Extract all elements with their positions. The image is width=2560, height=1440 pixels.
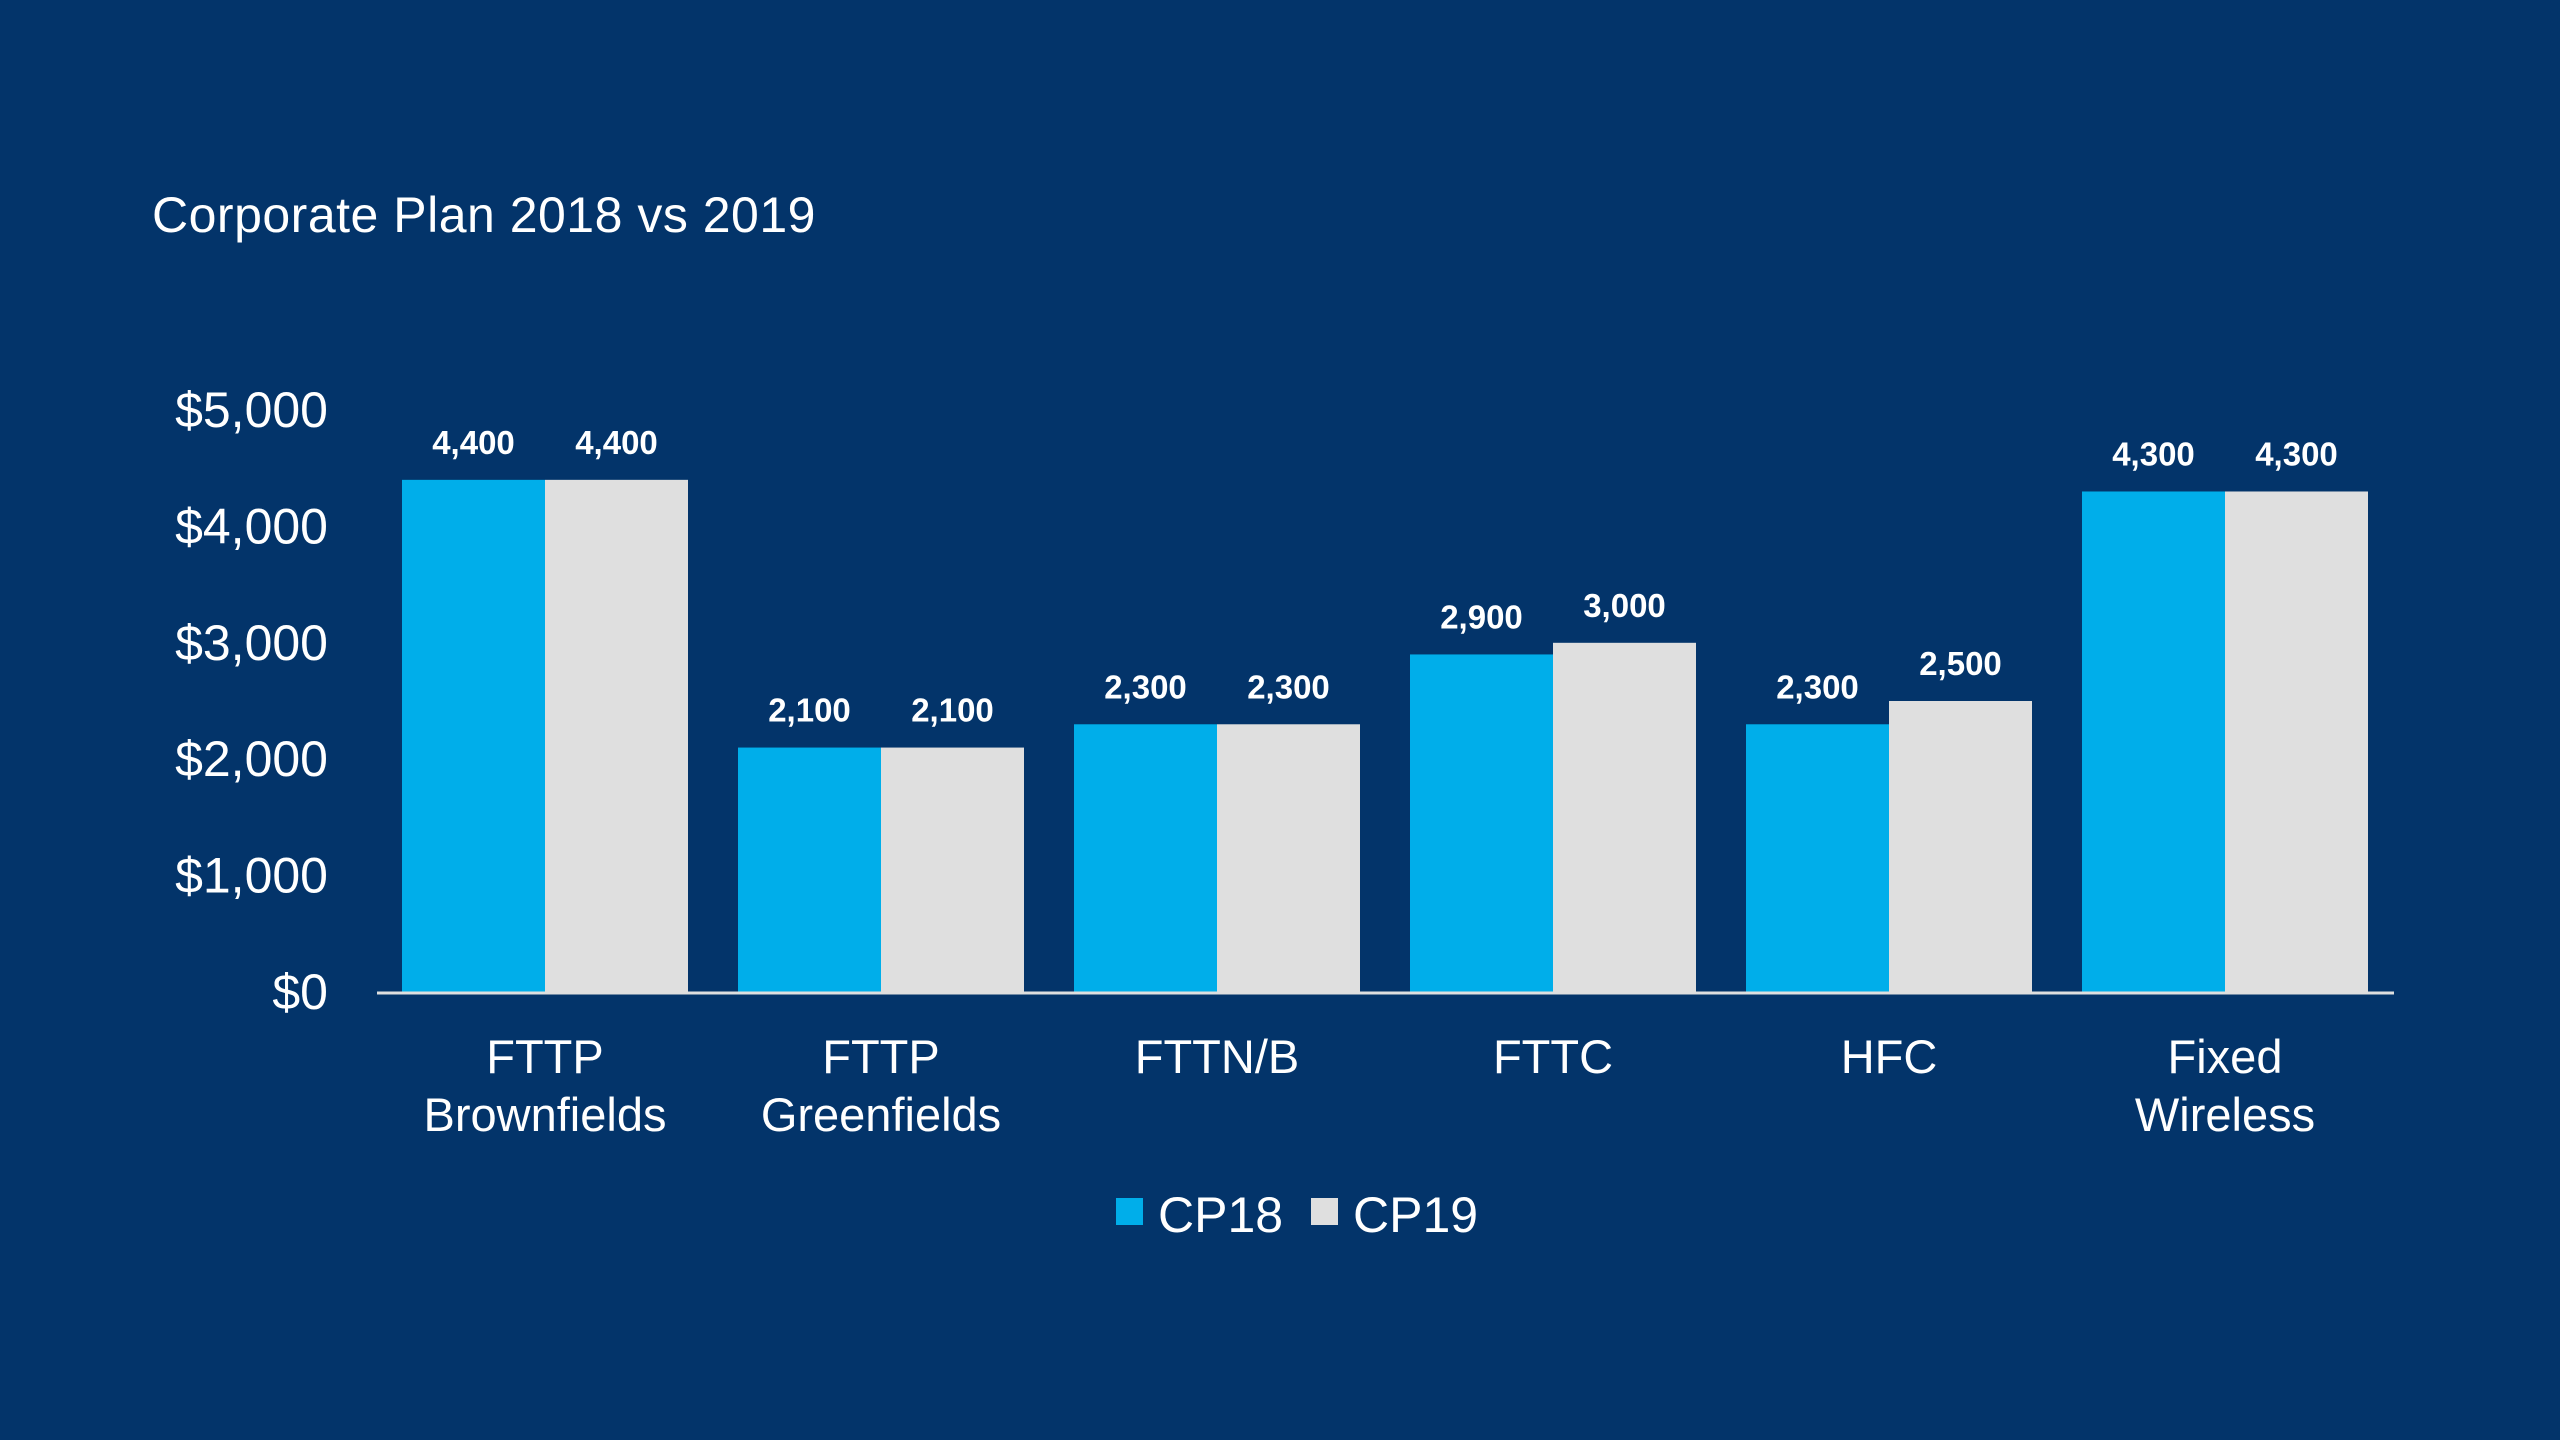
legend: CP18 CP19 bbox=[1116, 1187, 1478, 1243]
bar-cp19-0 bbox=[545, 479, 688, 993]
bar-cp19-1 bbox=[881, 747, 1024, 992]
bar-cp18-2 bbox=[1074, 724, 1217, 992]
x-category-label: FTTN/B bbox=[1135, 1030, 1299, 1083]
bar-cp18-0 bbox=[402, 479, 545, 993]
x-category-label: FTTP Greenfields bbox=[761, 1030, 1001, 1141]
data-label: 2,300 bbox=[1247, 668, 1330, 705]
data-label: 2,300 bbox=[1776, 668, 1859, 705]
data-label: 2,300 bbox=[1104, 668, 1187, 705]
data-label: 2,900 bbox=[1440, 598, 1523, 635]
x-category-label: FTTC bbox=[1493, 1030, 1613, 1083]
bar-cp18-4 bbox=[1746, 724, 1889, 992]
data-label: 4,300 bbox=[2255, 435, 2338, 472]
x-category-label: HFC bbox=[1841, 1030, 1938, 1083]
bar-cp18-1 bbox=[738, 747, 881, 992]
y-tick-label: $4,000 bbox=[175, 498, 328, 554]
y-tick-label: $3,000 bbox=[175, 615, 328, 671]
y-tick-label: $1,000 bbox=[175, 848, 328, 904]
x-category-line: Greenfields bbox=[761, 1088, 1001, 1141]
x-category-line: FTTP bbox=[486, 1030, 603, 1083]
legend-label-cp18: CP18 bbox=[1158, 1187, 1283, 1243]
data-label: 2,100 bbox=[768, 692, 851, 729]
x-category-label: Fixed Wireless bbox=[2135, 1030, 2315, 1141]
bars bbox=[402, 479, 2368, 993]
y-tick-label: $5,000 bbox=[175, 382, 328, 438]
chart-title: Corporate Plan 2018 vs 2019 bbox=[152, 187, 816, 243]
bar-cp19-3 bbox=[1553, 642, 1696, 992]
x-category-line: FTTP bbox=[822, 1030, 939, 1083]
legend-label-cp19: CP19 bbox=[1353, 1187, 1478, 1243]
legend-swatch-cp18 bbox=[1116, 1198, 1143, 1225]
bar-cp18-3 bbox=[1410, 654, 1553, 992]
data-label: 3,000 bbox=[1583, 587, 1666, 624]
x-category-label: FTTP Brownfields bbox=[424, 1030, 667, 1141]
x-category-line: Brownfields bbox=[424, 1088, 667, 1141]
data-label: 2,100 bbox=[911, 692, 994, 729]
x-category-line: Fixed bbox=[2168, 1030, 2283, 1083]
x-category-line: Wireless bbox=[2135, 1088, 2315, 1141]
data-labels: 4,400 2,100 2,300 2,900 2,300 4,300 4,400 2,100… bbox=[432, 424, 2338, 729]
bar-cp18-5 bbox=[2082, 491, 2225, 992]
x-category-line: FTTC bbox=[1493, 1030, 1613, 1083]
x-category-line: FTTN/B bbox=[1135, 1030, 1299, 1083]
x-category-line: HFC bbox=[1841, 1030, 1938, 1083]
y-axis: $0 $1,000 $2,000 $3,000 $4,000 $5,000 bbox=[175, 382, 328, 1020]
bar-cp19-4 bbox=[1889, 701, 2032, 992]
y-tick-label: $2,000 bbox=[175, 731, 328, 787]
bar-cp19-2 bbox=[1217, 724, 1360, 992]
data-label: 4,400 bbox=[575, 424, 658, 461]
data-label: 2,500 bbox=[1919, 645, 2002, 682]
legend-swatch-cp19 bbox=[1311, 1198, 1338, 1225]
data-label: 4,400 bbox=[432, 424, 515, 461]
y-tick-label: $0 bbox=[272, 964, 328, 1020]
bar-cp19-5 bbox=[2225, 491, 2368, 992]
data-label: 4,300 bbox=[2112, 435, 2195, 472]
